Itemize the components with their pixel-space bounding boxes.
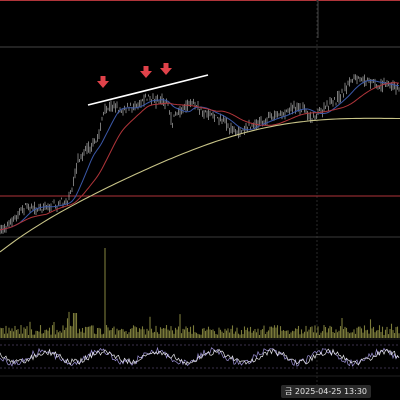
ma-slow-line: [0, 117, 400, 253]
crosshair-date: 2025-04-25: [294, 387, 342, 396]
crosshair-time: 13:30: [343, 387, 368, 396]
down-arrow-icon[interactable]: [160, 63, 172, 75]
volume-layer: [0, 248, 400, 338]
down-arrow-icon[interactable]: [97, 76, 109, 88]
oscillator-line-b: [0, 348, 400, 366]
crosshair-day: 금: [285, 387, 293, 396]
crosshair-time-badge: 금 2025-04-25 13:30: [281, 385, 372, 398]
ma-mid-line: [0, 82, 400, 231]
resistance-trendline[interactable]: [87, 74, 209, 106]
moving-averages-layer: [0, 79, 400, 253]
oscillator-layer: [0, 346, 400, 367]
down-arrow-icon[interactable]: [140, 66, 152, 78]
